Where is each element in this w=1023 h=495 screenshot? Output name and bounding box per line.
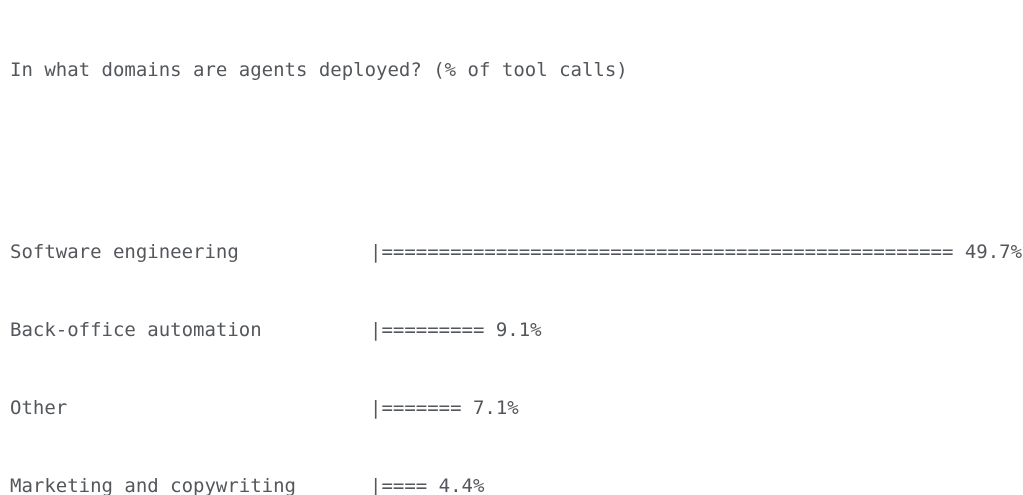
row-bar: |========= 9.1% [370, 319, 542, 341]
chart-row: Marketing and copywriting |==== 4.4% [10, 473, 1023, 495]
row-label: Other [10, 397, 68, 419]
blank-line [10, 135, 1023, 161]
row-bar: |=======================================… [370, 241, 1023, 263]
chart-title: In what domains are agents deployed? (% … [10, 59, 628, 81]
chart-row: Software engineering |===================… [10, 239, 1023, 265]
row-label: Marketing and copywriting [10, 475, 296, 495]
chart-row: Other |======= 7.1% [10, 395, 1023, 421]
chart-row: Back-office automation |========= 9.1% [10, 317, 1023, 343]
row-label: Software engineering [10, 241, 239, 263]
row-bar: |==== 4.4% [370, 475, 485, 495]
row-label: Back-office automation [10, 319, 262, 341]
row-bar: |======= 7.1% [370, 397, 519, 419]
